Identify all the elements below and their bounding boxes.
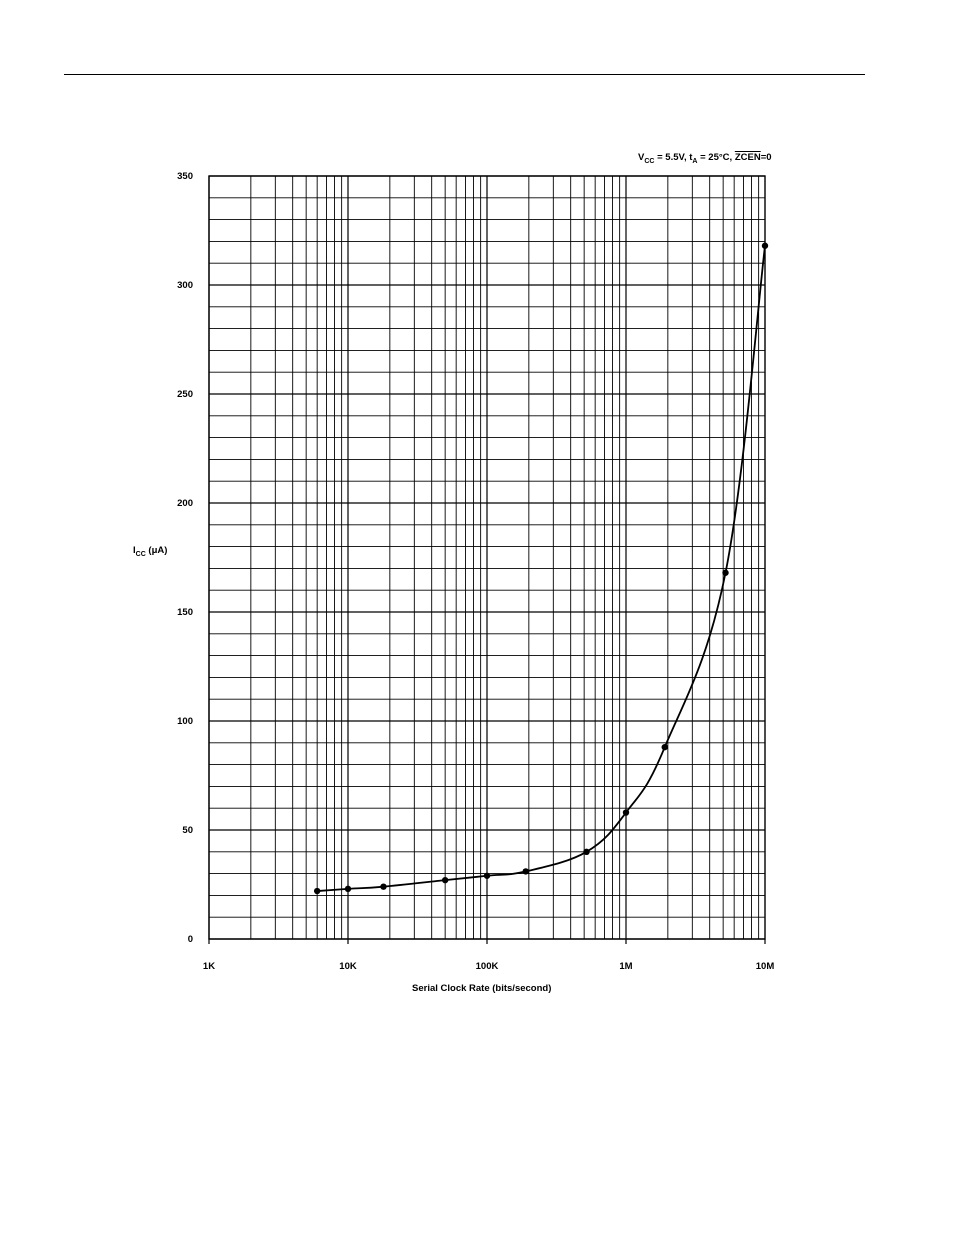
data-point — [622, 809, 630, 816]
data-point — [522, 868, 529, 875]
y-axis-label: ICC (μA) — [133, 545, 167, 558]
y-tick-label: 0 — [188, 934, 193, 945]
data-point — [661, 743, 668, 751]
y-axis-subscript: CC — [135, 550, 146, 558]
vcc-value: = 5.5V, — [654, 152, 690, 163]
vcc-symbol: V — [638, 152, 645, 163]
data-point — [722, 569, 729, 576]
y-axis-unit: (μA) — [145, 545, 168, 556]
y-tick-label: 300 — [177, 280, 193, 291]
x-tick-label: 10K — [339, 961, 357, 972]
data-point — [761, 242, 769, 249]
tick-labels: 1K 10K 100K 1M 10M 0 50 100 150 200 250 300 350 — [177, 171, 774, 972]
x-tick-label: 1M — [619, 961, 632, 972]
data-point — [583, 848, 590, 855]
y-tick-label: 350 — [177, 171, 193, 182]
vcc-subscript: CC — [644, 157, 655, 165]
x-tick-label: 1K — [203, 961, 215, 972]
x-tick-label: 100K — [476, 961, 499, 972]
y-tick-label: 150 — [177, 607, 193, 618]
data-point — [344, 885, 352, 893]
data-point — [483, 872, 491, 879]
y-tick-label: 50 — [182, 825, 193, 836]
data-point — [313, 887, 321, 895]
series — [313, 242, 769, 895]
ta-subscript: A — [692, 157, 698, 165]
y-tick-label: 200 — [177, 498, 193, 509]
ta-value: = 25°C, — [697, 152, 735, 163]
grid — [208, 175, 765, 940]
y-tick-label: 250 — [177, 389, 193, 400]
y-tick-label: 100 — [177, 716, 193, 727]
x-axis-label: Serial Clock Rate (bits/second) — [412, 983, 552, 994]
ta-symbol: t — [689, 152, 693, 163]
data-point — [441, 876, 449, 884]
y-axis-symbol: I — [133, 545, 136, 556]
test-conditions: VCC = 5.5V, tA = 25°C, ZCEN=0 — [638, 152, 772, 165]
header-rule — [64, 74, 865, 75]
plot-frame — [208, 175, 766, 944]
zcen-value: =0 — [760, 152, 772, 163]
data-point — [380, 883, 387, 890]
zcen-symbol: ZCEN — [734, 152, 761, 163]
x-tick-label: 10M — [756, 961, 775, 972]
